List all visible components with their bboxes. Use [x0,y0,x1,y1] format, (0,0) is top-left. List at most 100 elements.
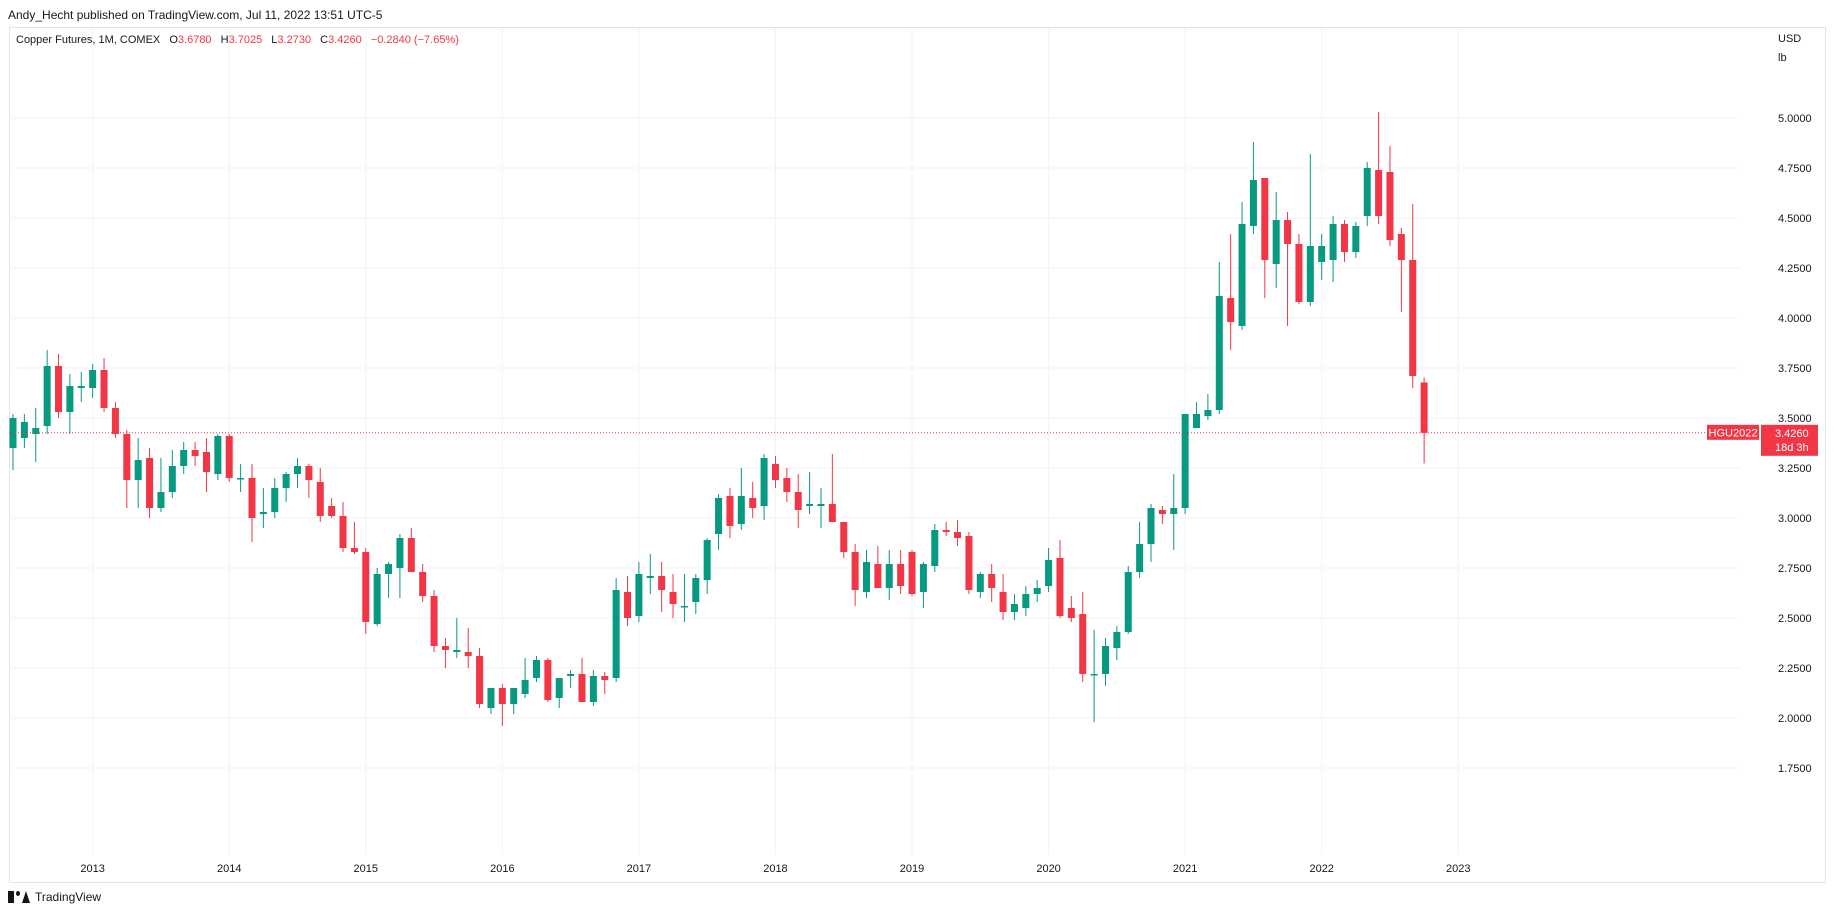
candle-body [601,676,609,680]
candle [567,670,575,688]
candle [1329,216,1337,282]
candle [476,648,484,708]
candle [521,658,529,698]
candle [1306,154,1314,306]
candle [692,574,700,614]
candle-body [1409,260,1417,376]
candle-body [237,478,245,480]
high-label: H [220,34,229,46]
candle [1101,638,1109,686]
ticker-label-bg [1707,424,1759,440]
candle [874,546,882,588]
price-tick-label: 2.2500 [1778,663,1812,675]
candle-body [726,496,734,526]
candle [1113,626,1121,660]
quantity-unit: lb [1778,52,1787,64]
ticker-label: HGU2022 [1709,427,1758,439]
candle-body [123,434,131,480]
candle-body [373,574,381,624]
open-value: 3.6780 [177,34,212,46]
candle-body [1215,296,1223,410]
candle [202,438,210,492]
candle [726,488,734,538]
year-tick-label: 2019 [900,863,924,875]
candle [316,468,324,522]
candle-body [783,478,791,492]
candle-body [146,458,154,508]
candle-body [294,466,301,474]
candle-body [1113,632,1121,648]
publisher-credit: Andy_Hecht published on TradingView.com,… [8,8,383,22]
candle [214,434,222,480]
candle-body [1022,594,1030,608]
candle-body [749,498,757,508]
candle-body [202,452,210,472]
candle-body [1181,414,1189,508]
candle [1295,234,1303,304]
candle-body [988,574,996,588]
candle [1124,566,1132,634]
candle-body [191,450,199,456]
candle [32,408,40,462]
candle-body [1158,510,1166,514]
candle-body [316,482,324,516]
candle-body [897,564,905,586]
candle-body [863,562,870,592]
time-axis: 2013 2014 2015 2016 2017 2018 2019 2020 2021 2022… [80,863,1470,875]
candle [168,450,176,498]
candle-body [1420,382,1428,433]
candle-body [1329,224,1337,260]
candle [1022,586,1030,616]
candle [453,618,461,658]
candle [180,442,188,474]
candle-body [157,492,165,508]
candle-body [567,674,575,676]
candle [55,354,63,418]
candle [1147,504,1155,562]
candle-body [134,460,142,480]
candle [817,488,825,528]
year-tick-label: 2017 [627,863,651,875]
candle-body [703,540,711,580]
chart-frame [9,27,1826,883]
candle-body [1352,226,1360,252]
candle [863,550,870,598]
candle [157,458,165,512]
candle-body [43,366,51,426]
candle [532,656,540,682]
candle-body [271,488,279,512]
candle [794,474,802,528]
candle-body [20,422,28,438]
candle-body [168,466,176,492]
candle-body [885,564,893,588]
candle-body [1238,224,1246,326]
candle-body [908,552,916,594]
candle [498,684,506,726]
candle-body [362,552,370,622]
year-tick-label: 2013 [80,863,104,875]
candle [646,554,654,594]
candle-body [874,564,882,588]
candle-body [1067,608,1075,618]
brand-name: TradingView [35,890,102,904]
candle-body [1193,414,1201,428]
candle-body [1386,172,1394,240]
candle [1215,262,1223,414]
candle-body [248,478,256,518]
candle [680,574,688,622]
candle-body [1397,234,1405,260]
candle-body [1272,220,1280,264]
candle-body [680,606,688,608]
candle-body [555,678,563,698]
candle [612,578,620,682]
candle [1181,414,1189,514]
candle [988,564,996,602]
footer-brand[interactable]: TradingView [8,890,101,904]
price-tick-label: 3.7500 [1778,363,1812,375]
candle-body [259,512,267,514]
candle-body [1249,180,1257,226]
candle [66,374,74,434]
candle [385,562,393,598]
candle-body [1261,178,1269,260]
